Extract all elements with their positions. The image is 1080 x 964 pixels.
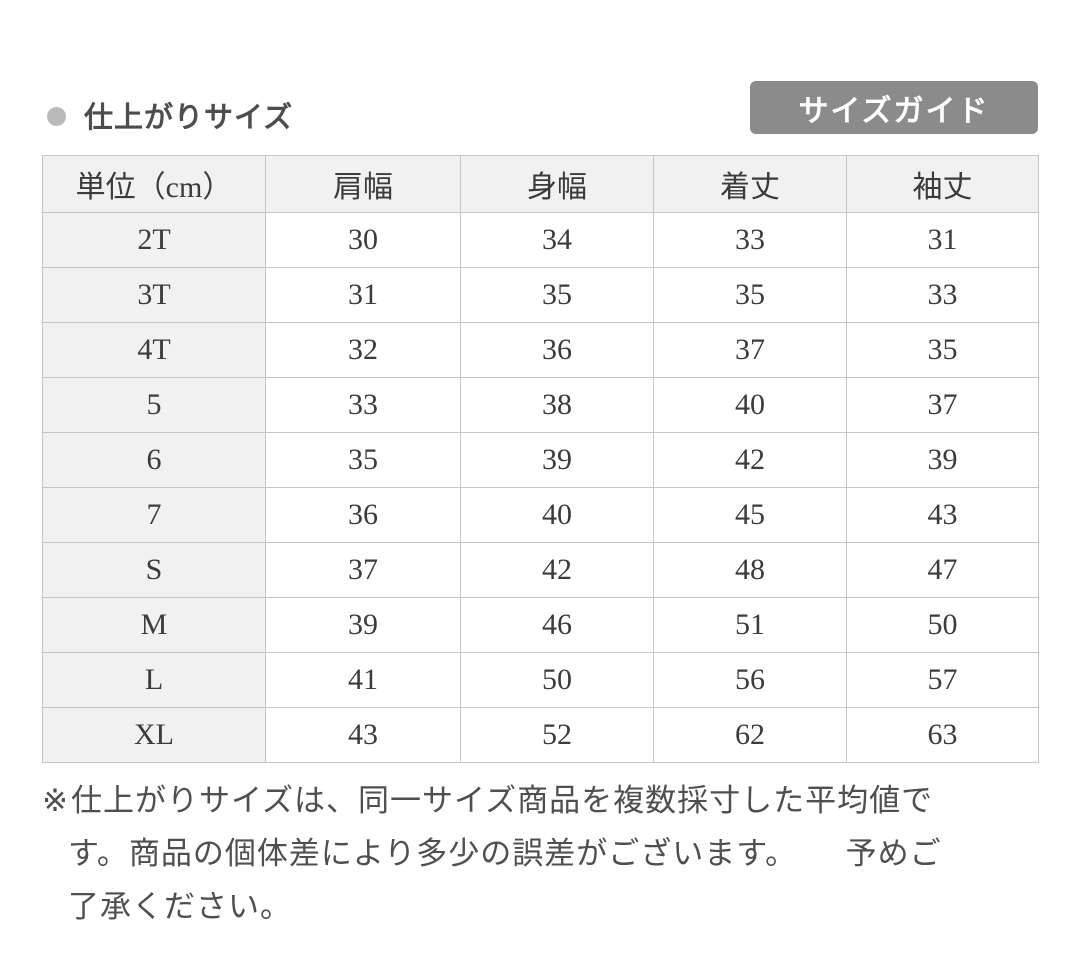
disclaimer-text: 仕上がりサイズは、同一サイズ商品を複数採寸した平均値で: [70, 783, 934, 818]
column-header-length: 着丈: [653, 155, 847, 213]
size-guide-button[interactable]: サイズガイド: [750, 81, 1038, 134]
measurement-cell: 57: [846, 652, 1039, 708]
column-header-unit: 単位（cm）: [42, 155, 266, 213]
measurement-cell: 37: [653, 322, 847, 378]
measurement-cell: 35: [460, 267, 654, 323]
measurement-cell: 39: [846, 432, 1039, 488]
size-label: 3T: [42, 267, 266, 323]
size-label: 6: [42, 432, 266, 488]
size-label: 4T: [42, 322, 266, 378]
table-row: L 41 50 56 57: [42, 652, 1039, 708]
measurement-cell: 38: [460, 377, 654, 433]
measurement-cell: 43: [846, 487, 1039, 543]
measurement-cell: 33: [265, 377, 461, 433]
size-label: M: [42, 597, 266, 653]
disclaimer-line: ※仕上がりサイズは、同一サイズ商品を複数採寸した平均値で: [42, 774, 1042, 827]
disclaimer-line: す。商品の個体差により多少の誤差がございます。 予めご: [68, 836, 942, 871]
column-header-body-width: 身幅: [460, 155, 654, 213]
size-label: S: [42, 542, 266, 598]
measurement-cell: 31: [846, 212, 1039, 268]
size-label: L: [42, 652, 266, 708]
measurement-cell: 51: [653, 597, 847, 653]
measurement-cell: 34: [460, 212, 654, 268]
table-row: 5 33 38 40 37: [42, 377, 1039, 433]
measurement-cell: 45: [653, 487, 847, 543]
column-header-shoulder-width: 肩幅: [265, 155, 461, 213]
table-row: S 37 42 48 47: [42, 542, 1039, 598]
table-row: 3T 31 35 35 33: [42, 267, 1039, 323]
table-row: 4T 32 36 37 35: [42, 322, 1039, 378]
table-row: 6 35 39 42 39: [42, 432, 1039, 488]
section-title: 仕上がりサイズ: [84, 102, 294, 134]
measurement-cell: 33: [846, 267, 1039, 323]
bullet-icon: [47, 107, 66, 126]
measurement-cell: 32: [265, 322, 461, 378]
measurement-cell: 63: [846, 707, 1039, 763]
measurement-cell: 35: [265, 432, 461, 488]
measurement-cell: 46: [460, 597, 654, 653]
measurement-cell: 40: [653, 377, 847, 433]
size-label: 7: [42, 487, 266, 543]
size-label: XL: [42, 707, 266, 763]
size-label: 2T: [42, 212, 266, 268]
measurement-cell: 36: [460, 322, 654, 378]
column-header-sleeve-length: 袖丈: [846, 155, 1039, 213]
measurement-cell: 39: [460, 432, 654, 488]
measurement-cell: 35: [653, 267, 847, 323]
measurement-cell: 36: [265, 487, 461, 543]
table-row: 7 36 40 45 43: [42, 487, 1039, 543]
measurement-cell: 50: [460, 652, 654, 708]
measurement-cell: 39: [265, 597, 461, 653]
size-table: 単位（cm） 肩幅 身幅 着丈 袖丈 2T 30 34 33 31 3T 31 …: [42, 155, 1039, 763]
measurement-cell: 42: [653, 432, 847, 488]
measurement-cell: 50: [846, 597, 1039, 653]
measurement-cell: 52: [460, 707, 654, 763]
measurement-cell: 37: [846, 377, 1039, 433]
disclaimer-line: 了承ください。: [68, 889, 292, 924]
note-marker: ※: [42, 783, 69, 818]
size-label: 5: [42, 377, 266, 433]
measurement-cell: 62: [653, 707, 847, 763]
measurement-cell: 47: [846, 542, 1039, 598]
measurement-cell: 42: [460, 542, 654, 598]
table-row: M 39 46 51 50: [42, 597, 1039, 653]
measurement-cell: 33: [653, 212, 847, 268]
measurement-cell: 40: [460, 487, 654, 543]
table-row: XL 43 52 62 63: [42, 707, 1039, 763]
measurement-cell: 31: [265, 267, 461, 323]
table-header-row: 単位（cm） 肩幅 身幅 着丈 袖丈: [42, 155, 1039, 213]
measurement-cell: 48: [653, 542, 847, 598]
disclaimer-note: ※仕上がりサイズは、同一サイズ商品を複数採寸した平均値で す。商品の個体差により…: [42, 774, 1042, 933]
measurement-cell: 43: [265, 707, 461, 763]
measurement-cell: 41: [265, 652, 461, 708]
measurement-cell: 30: [265, 212, 461, 268]
table-row: 2T 30 34 33 31: [42, 212, 1039, 268]
measurement-cell: 56: [653, 652, 847, 708]
measurement-cell: 37: [265, 542, 461, 598]
measurement-cell: 35: [846, 322, 1039, 378]
